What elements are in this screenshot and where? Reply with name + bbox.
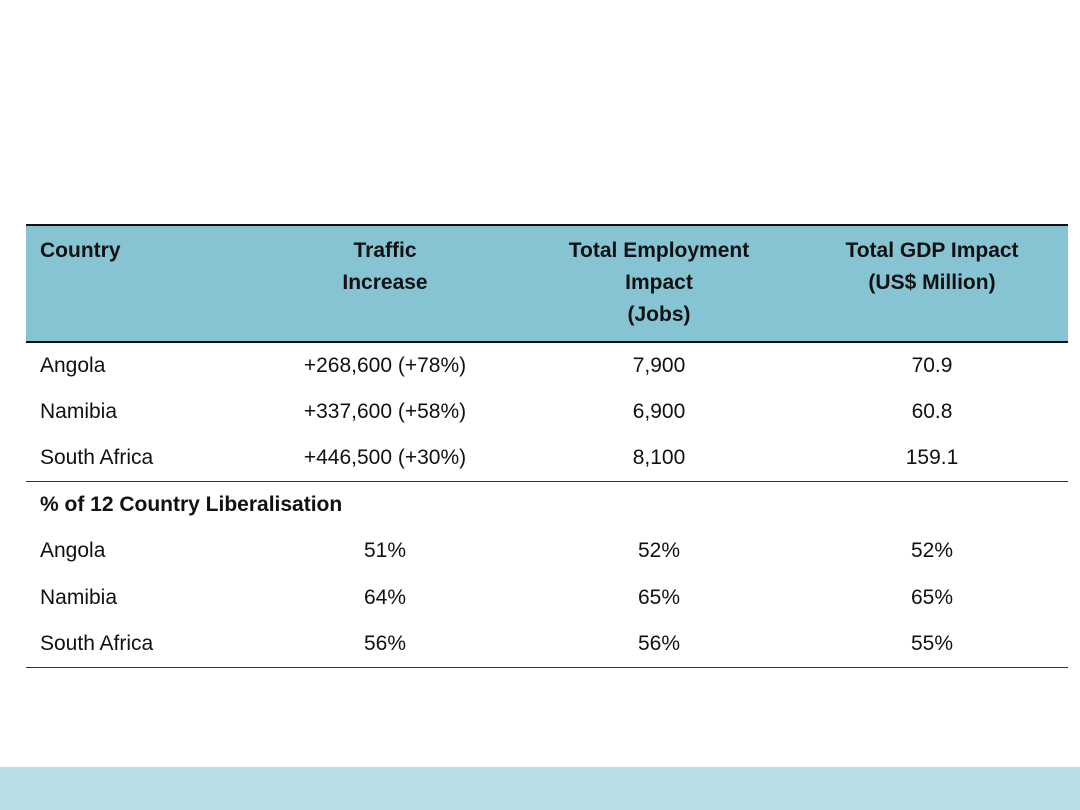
header-country: Country: [26, 224, 248, 343]
footer-band: [0, 767, 1080, 810]
cell-traffic: +446,500 (+30%): [303, 446, 467, 469]
table-row: South Africa 56% 56% 55%: [26, 621, 1068, 668]
table-row: Angola 51% 52% 52%: [26, 528, 1068, 575]
cell-country: Angola: [40, 539, 106, 563]
cell-country: Namibia: [40, 585, 118, 609]
table-row: Namibia +337,600 (+58%) 6,900 60.8: [26, 389, 1068, 436]
cell-employment-share: 52%: [637, 539, 681, 563]
cell-gdp: 70.9: [911, 353, 953, 377]
header-row: Country Traffic Increase Total Employmen…: [26, 224, 1068, 343]
cell-country: South Africa: [40, 446, 154, 469]
cell-employment: 7,900: [632, 353, 686, 377]
cell-country: Angola: [40, 353, 106, 377]
table-row: South Africa +446,500 (+30%) 8,100 159.1: [26, 435, 1068, 482]
table-row: Angola +268,600 (+78%) 7,900 70.9: [26, 342, 1068, 389]
cell-employment: 6,900: [632, 399, 686, 423]
cell-traffic-share: 64%: [363, 585, 407, 609]
cell-employment-share: 56%: [522, 621, 796, 668]
table-header: Country Traffic Increase Total Employmen…: [26, 224, 1068, 343]
table-row: Namibia 64% 65% 65%: [26, 575, 1068, 622]
cell-traffic: +268,600 (+78%): [303, 353, 467, 377]
cell-employment-share: 65%: [637, 585, 681, 609]
cell-country: South Africa: [26, 621, 248, 668]
cell-gdp: 60.8: [911, 399, 953, 423]
cell-traffic-share: 51%: [363, 539, 407, 563]
section-header-row: % of 12 Country Liberalisation: [26, 481, 1068, 528]
cell-country: Namibia: [40, 399, 118, 423]
header-traffic-increase: Traffic Increase: [248, 224, 522, 343]
cell-gdp-share: 52%: [910, 539, 954, 563]
section-label: % of 12 Country Liberalisation: [26, 481, 1068, 528]
cell-traffic: +337,600 (+58%): [303, 399, 467, 423]
cell-gdp: 159.1: [905, 446, 959, 469]
impact-table: Country Traffic Increase Total Employmen…: [26, 224, 1068, 668]
header-employment-impact: Total Employment Impact (Jobs): [522, 224, 796, 343]
cell-gdp-share: 65%: [910, 585, 954, 609]
table-body: Angola +268,600 (+78%) 7,900 70.9 Namibi…: [26, 342, 1068, 668]
cell-employment: 8,100: [632, 446, 686, 469]
cell-traffic-share: 56%: [248, 621, 522, 668]
header-gdp-impact: Total GDP Impact (US$ Million): [796, 224, 1068, 343]
cell-gdp-share: 55%: [796, 621, 1068, 668]
